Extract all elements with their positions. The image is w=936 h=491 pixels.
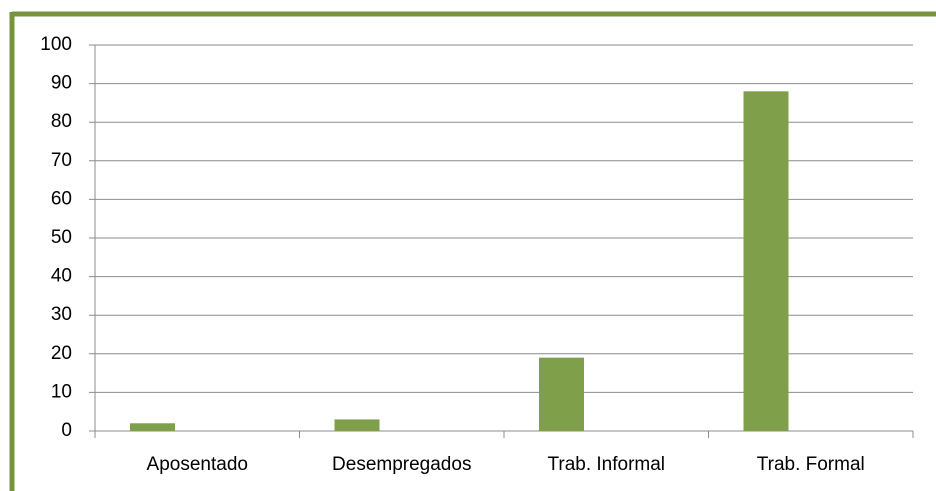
y-tick-label: 0 xyxy=(61,420,72,441)
y-tick-label: 60 xyxy=(51,188,72,209)
bar xyxy=(539,357,584,431)
y-tick-label: 70 xyxy=(51,150,72,171)
x-tick-label: Trab. Informal xyxy=(547,454,665,475)
y-tick-label: 30 xyxy=(51,304,72,325)
x-tick-label: Desempregados xyxy=(332,454,471,475)
y-tick-label: 50 xyxy=(51,227,72,248)
x-tick-label: Aposentado xyxy=(147,454,248,475)
y-tick-label: 90 xyxy=(51,73,72,94)
y-tick-label: 10 xyxy=(51,381,72,402)
y-tick-label: 20 xyxy=(51,343,72,364)
x-tick-label: Trab. Formal xyxy=(757,454,865,475)
y-tick-label: 40 xyxy=(51,266,72,287)
y-tick-label: 80 xyxy=(51,111,72,132)
y-tick-label: 100 xyxy=(40,34,72,55)
bar xyxy=(130,423,175,431)
bar xyxy=(743,91,789,431)
bar xyxy=(334,419,380,431)
